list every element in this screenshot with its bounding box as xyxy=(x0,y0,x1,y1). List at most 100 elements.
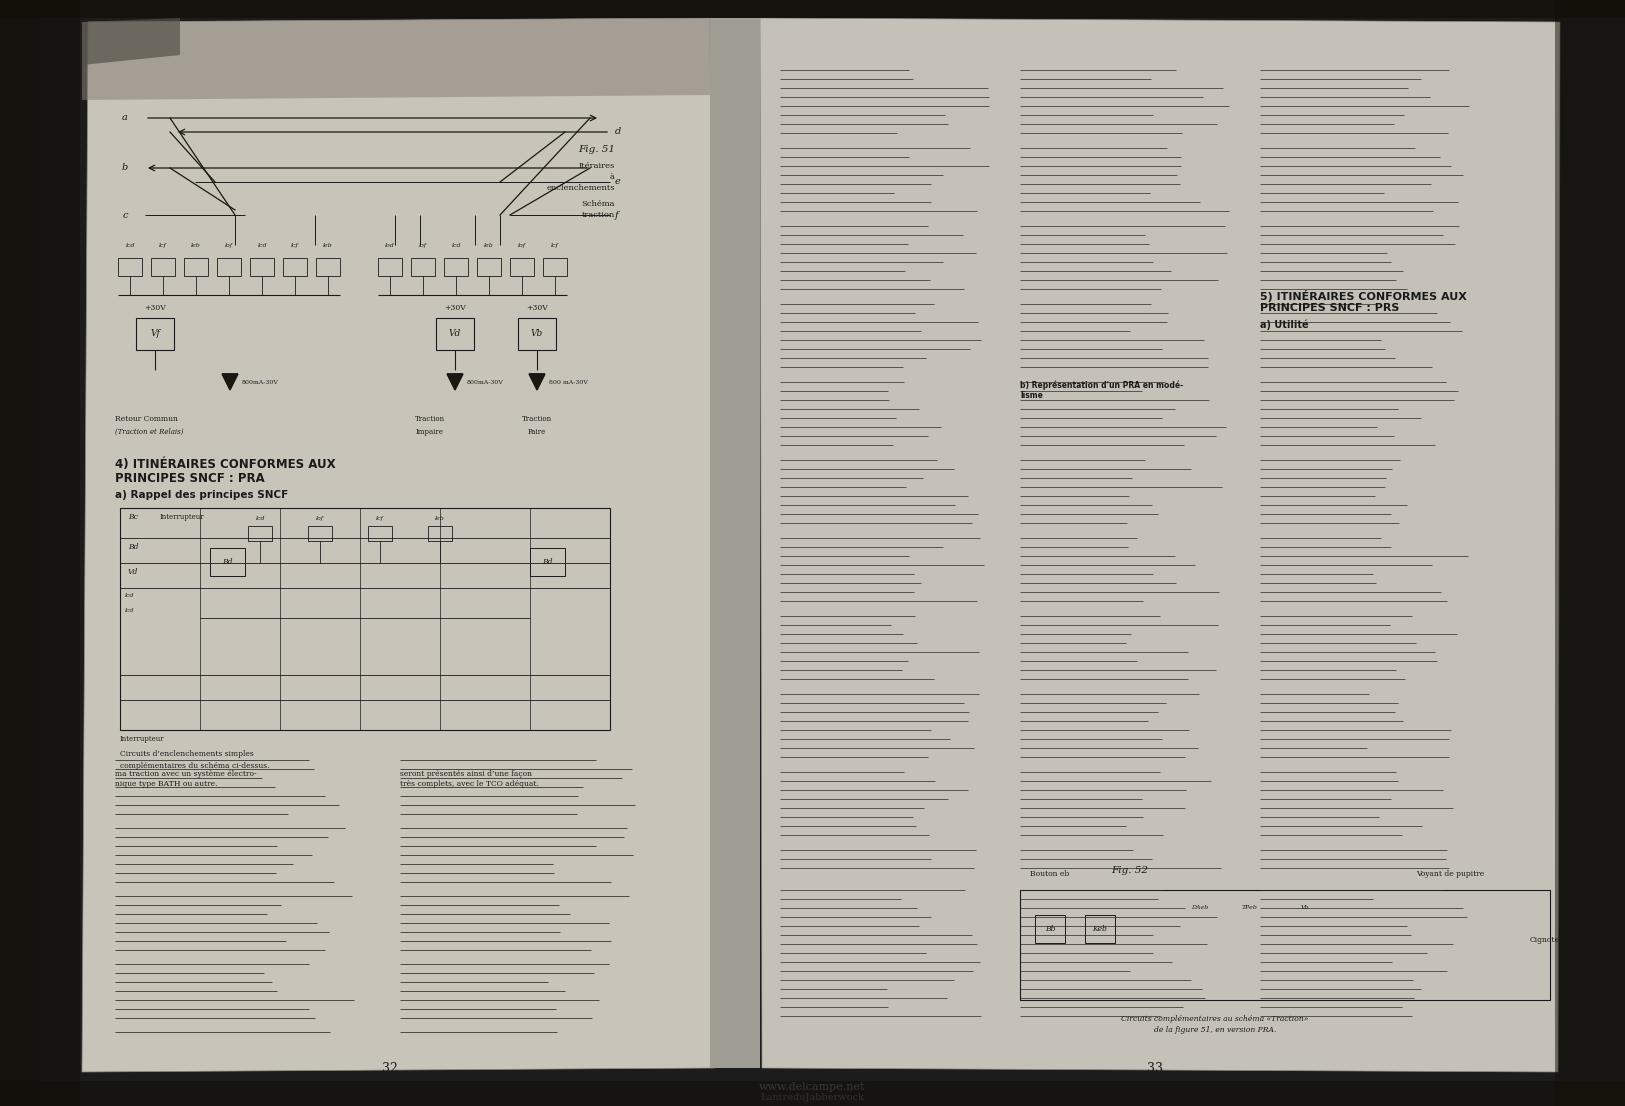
Bar xyxy=(151,258,176,276)
Text: 33: 33 xyxy=(1147,1062,1164,1075)
Text: (Traction et Relais): (Traction et Relais) xyxy=(115,428,184,436)
Bar xyxy=(249,526,271,541)
Text: traction: traction xyxy=(582,211,614,219)
Text: lcd: lcd xyxy=(125,608,135,613)
Bar xyxy=(427,526,452,541)
Bar xyxy=(0,1081,1625,1106)
Bar xyxy=(436,319,474,349)
Text: Vd: Vd xyxy=(128,568,138,576)
Text: Vd: Vd xyxy=(449,330,462,338)
Bar xyxy=(119,258,141,276)
Text: lcf: lcf xyxy=(159,243,167,248)
Text: de la figure 51, en version PRA.: de la figure 51, en version PRA. xyxy=(1154,1026,1276,1034)
Text: lof: lof xyxy=(419,243,427,248)
Polygon shape xyxy=(81,18,710,100)
Text: 4) ITINÉRAIRES CONFORMES AUX: 4) ITINÉRAIRES CONFORMES AUX xyxy=(115,458,336,471)
Bar xyxy=(309,526,332,541)
Text: lod: lod xyxy=(385,243,395,248)
Text: lcd: lcd xyxy=(255,517,265,521)
Text: enclenchements: enclenchements xyxy=(546,184,614,192)
Bar xyxy=(530,547,566,576)
Text: e: e xyxy=(614,177,621,187)
Text: Bd: Bd xyxy=(128,543,138,551)
Polygon shape xyxy=(81,18,180,65)
Bar xyxy=(136,319,174,349)
Text: 800mA-30V: 800mA-30V xyxy=(466,379,504,385)
Text: Keb: Keb xyxy=(1092,925,1108,933)
Bar xyxy=(444,258,468,276)
Text: a) Utilité: a) Utilité xyxy=(1259,320,1308,331)
Text: Interrupteur: Interrupteur xyxy=(120,735,164,743)
Text: PRINCIPES SNCF : PRS: PRINCIPES SNCF : PRS xyxy=(1259,303,1399,313)
Text: +30V: +30V xyxy=(444,304,466,312)
Text: Paire: Paire xyxy=(528,428,546,436)
Text: +30V: +30V xyxy=(145,304,166,312)
Text: leb: leb xyxy=(192,243,202,248)
Text: Cignoteur: Cignoteur xyxy=(1531,936,1568,945)
Text: d: d xyxy=(614,127,621,136)
Text: a: a xyxy=(122,114,128,123)
Text: lcd: lcd xyxy=(125,243,135,248)
Bar xyxy=(1555,0,1625,1106)
Text: Retour Commun: Retour Commun xyxy=(115,415,177,422)
Text: Traction: Traction xyxy=(414,415,445,422)
Text: Traction: Traction xyxy=(522,415,552,422)
Text: Schéma: Schéma xyxy=(582,200,614,208)
Text: a) Rappel des principes SNCF: a) Rappel des principes SNCF xyxy=(115,490,288,500)
Bar xyxy=(283,258,307,276)
Bar xyxy=(315,258,340,276)
Text: 800mA-30V: 800mA-30V xyxy=(242,379,280,385)
Polygon shape xyxy=(530,374,544,390)
Text: Bouton eb: Bouton eb xyxy=(1030,870,1069,878)
Bar xyxy=(210,547,245,576)
Text: Interrupteur: Interrupteur xyxy=(159,513,205,521)
Text: b) Représentation d'un PRA en modé-: b) Représentation d'un PRA en modé- xyxy=(1020,380,1183,389)
Bar xyxy=(1035,915,1064,943)
Bar xyxy=(379,258,401,276)
Bar xyxy=(120,508,609,730)
Bar xyxy=(0,0,41,1106)
Text: Bc: Bc xyxy=(128,513,138,521)
Text: DAeb: DAeb xyxy=(1191,905,1209,910)
Text: à: à xyxy=(609,173,614,181)
Text: lisme: lisme xyxy=(1020,392,1043,400)
Bar xyxy=(411,258,436,276)
Polygon shape xyxy=(81,18,715,1072)
Text: lcd: lcd xyxy=(125,593,135,598)
Bar xyxy=(1086,915,1115,943)
Text: b: b xyxy=(122,164,128,173)
Bar xyxy=(250,258,275,276)
Text: lcf: lcf xyxy=(551,243,559,248)
Text: lof: lof xyxy=(224,243,232,248)
Text: lof: lof xyxy=(315,517,323,521)
Text: leb: leb xyxy=(323,243,333,248)
Text: lcf: lcf xyxy=(291,243,299,248)
Text: Voyant de pupitre: Voyant de pupitre xyxy=(1415,870,1484,878)
Text: Itéraires: Itéraires xyxy=(578,161,614,170)
Text: PRINCIPES SNCF : PRA: PRINCIPES SNCF : PRA xyxy=(115,472,265,486)
Text: lcd: lcd xyxy=(452,243,462,248)
Polygon shape xyxy=(223,374,237,390)
Text: leb: leb xyxy=(436,517,445,521)
Text: www.delcampe.net: www.delcampe.net xyxy=(759,1082,866,1092)
Text: ma traction avec un système électro-: ma traction avec un système électro- xyxy=(115,770,257,778)
Text: 800 mA-30V: 800 mA-30V xyxy=(549,379,588,385)
Text: TPeb: TPeb xyxy=(1242,905,1258,910)
Bar xyxy=(218,258,240,276)
Text: Fig. 51: Fig. 51 xyxy=(578,145,614,154)
Bar xyxy=(510,258,535,276)
Text: Circuits d’enclenchements simples: Circuits d’enclenchements simples xyxy=(120,750,254,758)
Text: c: c xyxy=(122,210,128,219)
Bar xyxy=(710,18,760,1068)
Text: Impaire: Impaire xyxy=(416,428,444,436)
Bar xyxy=(543,258,567,276)
Bar xyxy=(1020,890,1550,1000)
Bar xyxy=(367,526,392,541)
Text: lof: lof xyxy=(518,243,526,248)
Text: Vf: Vf xyxy=(150,330,159,338)
Text: très complets, avec le TCO adéquat.: très complets, avec le TCO adéquat. xyxy=(400,780,540,787)
Text: Bd: Bd xyxy=(541,559,552,566)
Text: Bd: Bd xyxy=(221,559,232,566)
Bar xyxy=(184,258,208,276)
Text: Vb: Vb xyxy=(1300,905,1310,910)
